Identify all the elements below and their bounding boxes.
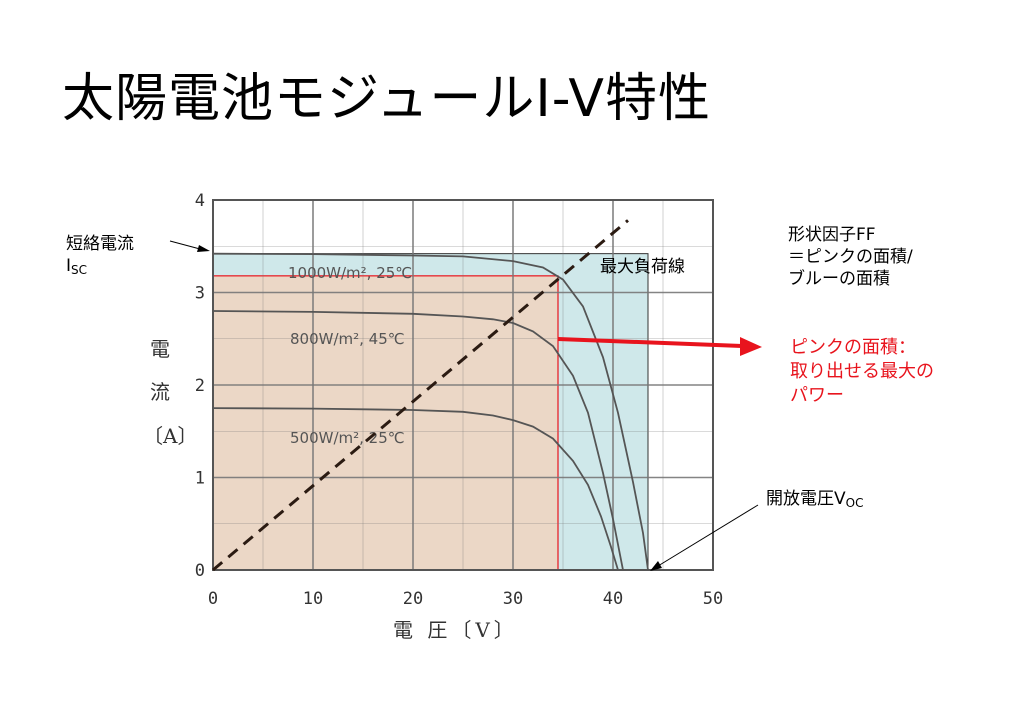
isc-arrow-head <box>197 245 210 252</box>
pink-line1: ピンクの面積： <box>790 337 916 358</box>
plot-frame <box>212 199 714 571</box>
voc-arrow-line <box>657 504 759 567</box>
x-tick-label-20: 20 <box>403 589 423 609</box>
fill-factor-note: 形状因子FF ＝ピンクの面積/ ブルーの面積 <box>788 224 913 290</box>
x-tick-label-50: 50 <box>703 589 723 609</box>
pink-arrow-head <box>740 337 762 356</box>
pink-line3: パワー <box>790 385 844 406</box>
iv-curve-2 <box>212 310 624 571</box>
isc-symbol-main: I <box>66 256 72 276</box>
y-axis-label-char-1: 電 <box>150 337 170 361</box>
y-tick-label-1: 1 <box>195 469 205 489</box>
voc-label-sub: OC <box>845 496 864 510</box>
y-axis-label-char-2: 流 <box>150 380 170 404</box>
page-title: 太陽電池モジュールI-V特性 <box>62 69 711 129</box>
iv-curve-3 <box>212 407 619 571</box>
pink-line2: 取り出せる最大の <box>790 361 934 382</box>
isc-arrow-line <box>169 240 201 250</box>
ff-line2: ＝ピンクの面積/ <box>788 247 913 267</box>
isc-label: 短絡電流 ISC <box>66 233 134 281</box>
y-tick-label-0: 0 <box>195 561 205 581</box>
pink-arrow-shaft <box>557 337 743 348</box>
x-tick-label-30: 30 <box>503 589 523 609</box>
y-tick-label-2: 2 <box>195 376 205 396</box>
isc-symbol-sub: SC <box>71 263 88 277</box>
iv-curves: 1000W/m², 25℃ 800W/m², 45℃ 500W/m², 25℃ <box>212 252 649 571</box>
y-tick-label-3: 3 <box>195 284 205 304</box>
series-label-3: 500W/m², 25℃ <box>290 429 405 447</box>
max-load-line <box>212 219 629 572</box>
series-label-2: 800W/m², 45℃ <box>290 330 405 348</box>
voc-arrow-head <box>650 561 662 571</box>
ff-line1: 形状因子FF <box>788 225 876 245</box>
isc-label-line1: 短絡電流 <box>66 234 134 254</box>
series-label-1: 1000W/m², 25℃ <box>288 264 412 282</box>
x-tick-label-40: 40 <box>603 589 623 609</box>
voc-label-main: 開放電圧V <box>766 489 846 509</box>
max-load-label: 最大負荷線 <box>600 257 685 277</box>
voc-label: 開放電圧VOC <box>766 488 863 514</box>
shaded-areas <box>212 253 649 571</box>
pink-area-note: ピンクの面積： 取り出せる最大の パワー <box>790 336 934 408</box>
ff-line3: ブルーの面積 <box>788 269 890 289</box>
y-tick-label-4: 4 <box>195 191 205 211</box>
y-axis-label-char-3: 〔A〕 <box>143 424 198 448</box>
x-tick-label-10: 10 <box>303 589 323 609</box>
chart-grid <box>212 199 714 571</box>
x-tick-label-0: 0 <box>208 589 218 609</box>
tick-labels: 0 10 20 30 40 50 0 1 2 3 4 <box>195 191 723 609</box>
x-axis-label: 電 圧〔V〕 <box>393 618 518 642</box>
isc-symbol: ISC <box>66 255 134 281</box>
chart-overlay <box>212 219 629 572</box>
annotation-arrows <box>169 240 762 571</box>
iv-curve-1 <box>212 252 649 571</box>
